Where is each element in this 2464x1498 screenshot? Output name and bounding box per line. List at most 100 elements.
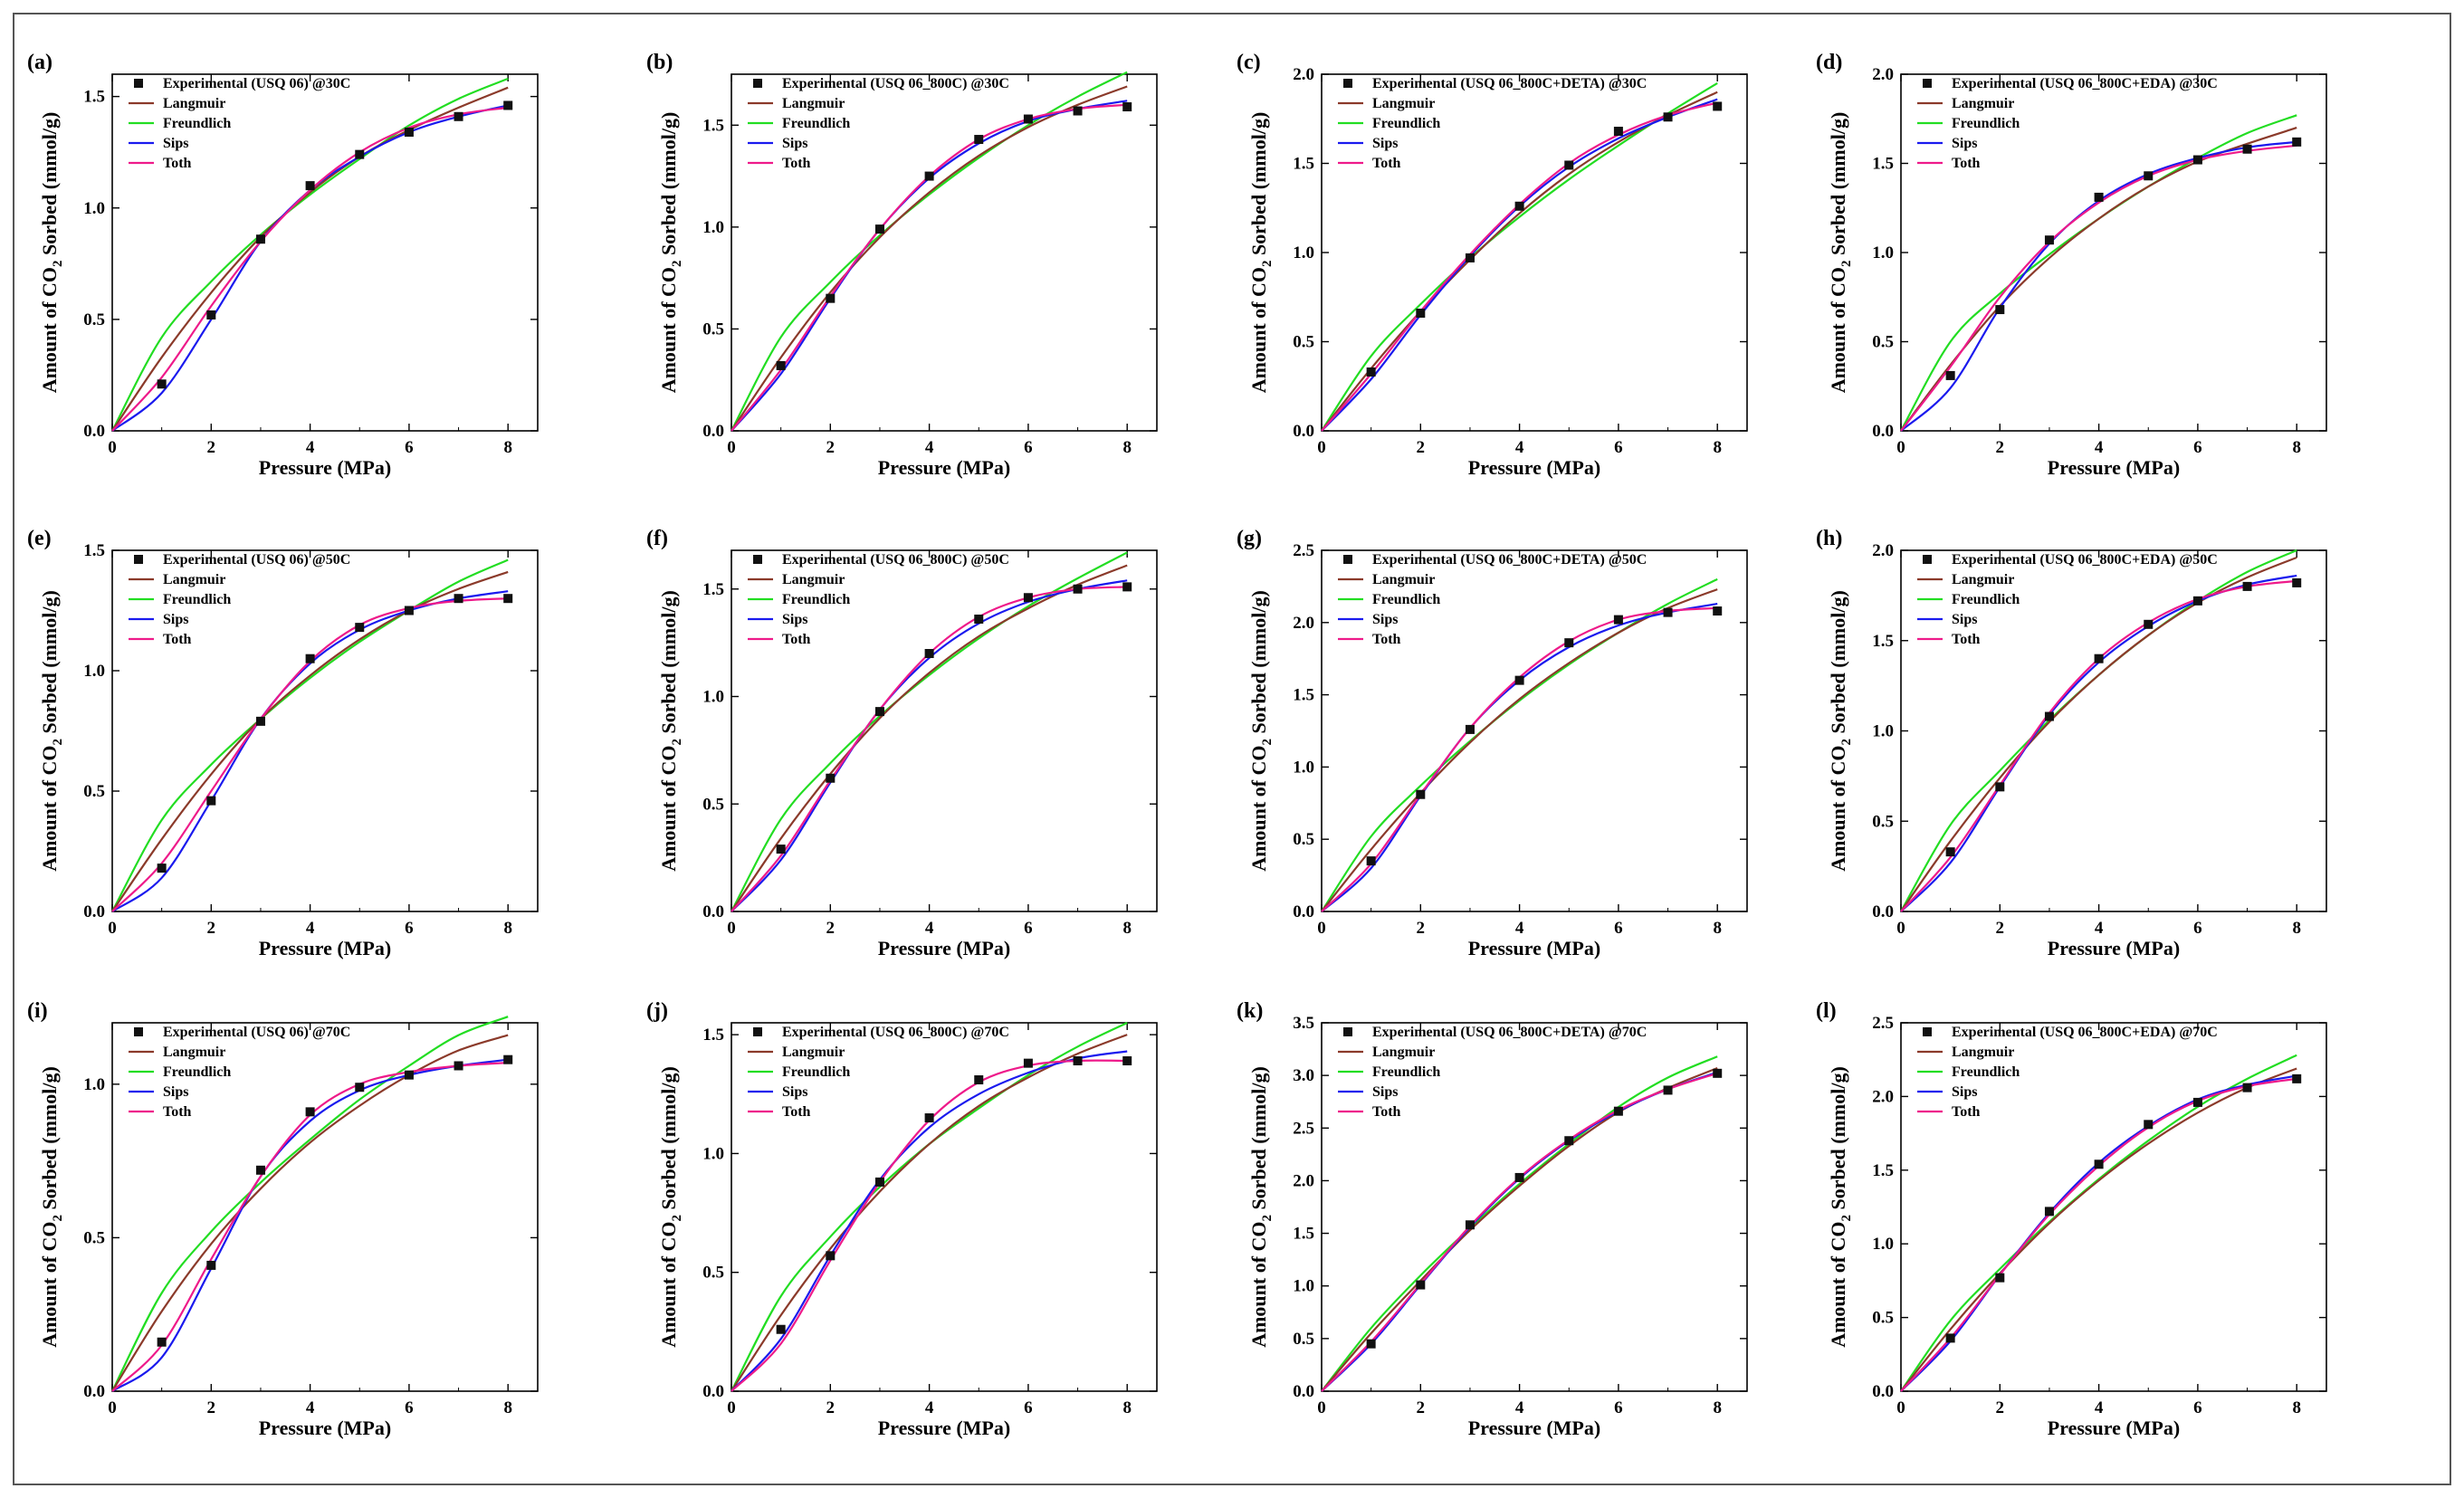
legend-entry: Experimental (USQ 06_800C+DETA) @50C (1372, 552, 1647, 568)
legend-entry: Freundlich (163, 592, 231, 607)
y-tick-label: 0.5 (1293, 333, 1314, 352)
legend-entry: Toth (1372, 156, 1401, 171)
fit-curve-toth (1321, 606, 1718, 912)
y-tick-label: 0.5 (1872, 812, 1894, 831)
legend-entry: Sips (163, 612, 188, 627)
y-tick-label: 2.5 (1872, 1014, 1894, 1033)
experimental-point (454, 1061, 463, 1071)
x-tick-label: 0 (108, 438, 117, 457)
fit-curve-langmuir (1900, 556, 2297, 912)
y-axis-title: Amount of CO2 Sorbed (mmol/g) (657, 590, 684, 872)
experimental-point (1416, 308, 1426, 318)
x-tick-label: 8 (503, 919, 512, 938)
experimental-point (1945, 1333, 1955, 1343)
panel-i: (i) 0 2 4 6 8 0.0 0.5 1.0 Pressure (MPa) Amount of… (27, 999, 539, 1439)
y-tick-label: 1.5 (83, 541, 105, 560)
fit-curve-langmuir (111, 1034, 509, 1392)
legend-marker (753, 1027, 762, 1036)
panel-label: (l) (1816, 999, 1837, 1023)
x-axis-title: Pressure (MPa) (1468, 456, 1600, 479)
legend-entry: Sips (1952, 136, 1977, 151)
y-axis-title-part: Sorbed (mmol/g) (657, 1066, 680, 1215)
legend-marker (1343, 1027, 1352, 1036)
x-axis-title: Pressure (MPa) (1468, 937, 1600, 959)
x-tick-label: 2 (826, 1398, 836, 1417)
y-tick-label: 0.0 (83, 422, 105, 441)
fit-curve-toth (111, 597, 509, 912)
x-tick-label: 8 (2292, 438, 2301, 457)
y-tick-label: 1.5 (1872, 1161, 1894, 1180)
y-axis-title-part: Sorbed (mmol/g) (38, 590, 61, 739)
experimental-point (1514, 675, 1524, 685)
x-tick-label: 0 (108, 919, 117, 938)
y-axis-title-part: Sorbed (mmol/g) (38, 1066, 61, 1215)
experimental-point (305, 181, 315, 191)
fit-curve-toth (731, 586, 1128, 912)
y-tick-label: 0.5 (83, 782, 105, 801)
panel-label: (g) (1237, 527, 1262, 550)
x-tick-label: 4 (1515, 1398, 1524, 1417)
legend-entry: Langmuir (1952, 96, 2014, 111)
x-axis-title: Pressure (MPa) (259, 1417, 391, 1439)
experimental-point (503, 594, 513, 604)
panel-label: (i) (27, 999, 48, 1023)
x-tick-label: 8 (1122, 438, 1132, 457)
y-axis-title-part: 2 (51, 1215, 65, 1222)
experimental-point (1023, 1058, 1033, 1068)
x-tick-label: 2 (207, 438, 216, 457)
y-axis-title-part: Sorbed (mmol/g) (1827, 112, 1849, 261)
y-axis-title: Amount of CO2 Sorbed (mmol/g) (1247, 112, 1275, 394)
fit-curve-toth (731, 103, 1128, 432)
legend-entry: Langmuir (1372, 1045, 1435, 1060)
experimental-point (206, 796, 216, 806)
x-tick-label: 2 (1996, 919, 2005, 938)
x-axis-title: Pressure (MPa) (878, 456, 1010, 479)
experimental-point (1465, 1220, 1475, 1230)
x-axis-title: Pressure (MPa) (2048, 1417, 2180, 1439)
y-tick-label: 1.0 (1872, 1235, 1894, 1254)
experimental-point (1073, 106, 1083, 116)
legend-entry: Toth (782, 156, 811, 171)
y-tick-label: 0.0 (1872, 1382, 1894, 1401)
fit-curve-toth (1900, 144, 2297, 432)
legend-entry: Experimental (USQ 06) @70C (163, 1025, 350, 1040)
y-tick-label: 2.0 (1293, 614, 1314, 633)
x-tick-label: 0 (1896, 438, 1905, 457)
y-tick-label: 2.0 (1872, 541, 1894, 560)
experimental-point (355, 1083, 365, 1092)
experimental-point (1613, 127, 1623, 137)
y-axis-title-part: Amount of CO (657, 1221, 680, 1347)
experimental-point (776, 360, 786, 370)
experimental-point (1122, 582, 1132, 592)
x-tick-label: 4 (1515, 919, 1524, 938)
x-tick-label: 8 (1122, 919, 1132, 938)
legend-entry: Langmuir (163, 1045, 225, 1060)
x-tick-label: 8 (1122, 1398, 1132, 1417)
y-axis-title-part: 2 (1839, 1215, 1854, 1222)
legend-marker (134, 1027, 143, 1036)
experimental-point (2094, 654, 2104, 663)
fit-curve-freundlich (111, 558, 509, 912)
legend-entry: Experimental (USQ 06_800C+EDA) @30C (1952, 76, 2218, 91)
x-tick-label: 4 (306, 919, 315, 938)
y-tick-label: 1.0 (1872, 722, 1894, 741)
panel-label: (h) (1816, 527, 1842, 550)
legend-entry: Sips (163, 1084, 188, 1100)
x-tick-label: 2 (826, 919, 836, 938)
legend-entry: Sips (1952, 1084, 1977, 1100)
panel-k: (k) 0 2 4 6 8 0.0 0.5 1.0 1.5 2.0 2.5 3.0 3.5 Pressure… (1237, 999, 1748, 1439)
y-tick-label: 1.0 (83, 199, 105, 218)
experimental-point (2242, 1083, 2252, 1092)
experimental-point (2192, 155, 2202, 165)
y-axis-title-part: Amount of CO (1827, 267, 1849, 393)
experimental-point (1366, 367, 1376, 377)
fit-curve-freundlich (1321, 1055, 1718, 1392)
panel-a: (a) 0 2 4 6 8 0.0 0.5 1.0 1.5 Pressure (MPa) Amount… (27, 51, 539, 479)
fit-curve-sips (111, 1058, 509, 1392)
x-tick-label: 4 (925, 919, 934, 938)
experimental-point (1073, 584, 1083, 594)
legend-marker (1343, 79, 1352, 88)
experimental-point (874, 1177, 884, 1187)
y-tick-label: 3.5 (1293, 1014, 1314, 1033)
